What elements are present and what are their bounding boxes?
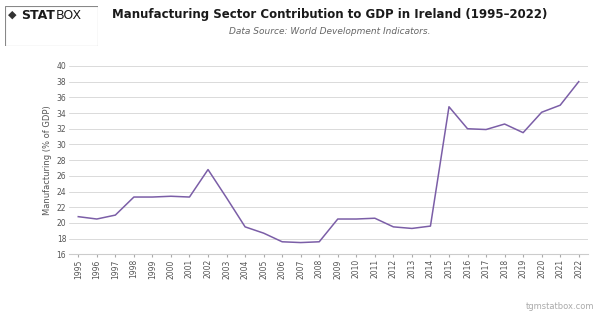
Text: Manufacturing Sector Contribution to GDP in Ireland (1995–2022): Manufacturing Sector Contribution to GDP… — [112, 8, 548, 21]
Text: ◆: ◆ — [8, 9, 16, 19]
Y-axis label: Manufacturing (% of GDP): Manufacturing (% of GDP) — [43, 105, 52, 215]
Text: STAT: STAT — [21, 9, 55, 22]
Text: tgmstatbox.com: tgmstatbox.com — [526, 302, 594, 311]
Text: BOX: BOX — [56, 9, 82, 22]
Legend:  — [326, 299, 334, 306]
Text: Data Source: World Development Indicators.: Data Source: World Development Indicator… — [229, 27, 431, 36]
